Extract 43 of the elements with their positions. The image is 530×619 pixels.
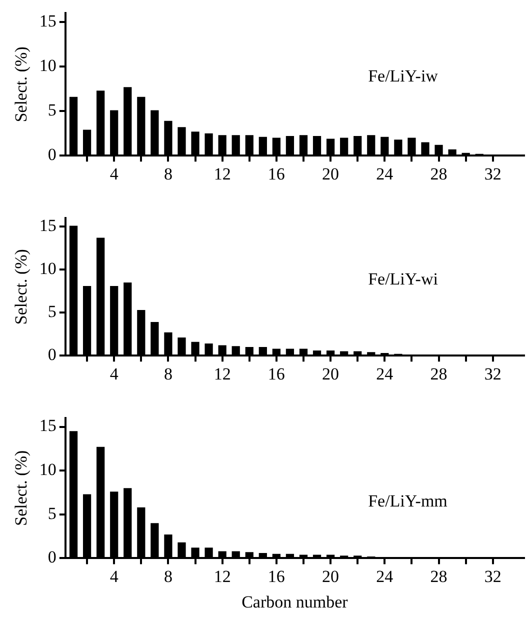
x-tick-label: 20 (322, 566, 340, 586)
x-tick-label: 8 (164, 164, 172, 184)
x-tick-label: 24 (376, 164, 394, 184)
x-tick-label: 4 (110, 164, 119, 184)
y-tick-label: 10 (39, 56, 56, 76)
x-tick-label: 32 (484, 566, 502, 586)
x-tick-label: 20 (322, 364, 340, 384)
y-tick-label: 15 (39, 216, 56, 236)
y-tick-label: 0 (48, 345, 56, 364)
x-tick-label: 28 (430, 364, 448, 384)
y-axis-title: Select. (%) (12, 450, 31, 526)
x-tick-label: 4 (110, 566, 119, 586)
x-tick-label: 32 (484, 364, 502, 384)
x-tick-label: 16 (268, 164, 285, 184)
y-tick-label: 5 (48, 504, 56, 523)
annotation: Fe/LiY-wi (368, 269, 438, 288)
x-tick-label: 16 (268, 364, 285, 384)
y-tick-label: 10 (39, 259, 56, 278)
x-tick-label: 24 (376, 566, 394, 586)
y-tick-label: 15 (39, 12, 56, 31)
x-tick-label: 24 (376, 364, 394, 384)
x-tick-label: 8 (164, 364, 172, 384)
y-axis-title: Select. (%) (12, 46, 31, 122)
x-tick-label: 8 (164, 566, 172, 586)
x-tick-label: 28 (430, 566, 448, 586)
y-tick-label: 15 (39, 416, 56, 436)
annotation: Fe/LiY-mm (368, 492, 448, 511)
x-tick-label: 32 (484, 164, 502, 184)
y-tick-label: 5 (48, 100, 56, 120)
x-tick-label: 12 (214, 364, 231, 384)
x-axis-title: Carbon number (242, 592, 348, 612)
y-tick-label: 10 (39, 460, 56, 480)
y-tick-label: 0 (48, 548, 56, 567)
y-tick-label: 5 (48, 302, 56, 322)
y-tick-label: 0 (48, 145, 56, 164)
x-tick-label: 20 (322, 164, 340, 184)
x-tick-label: 28 (430, 164, 448, 184)
x-tick-label: 12 (214, 566, 231, 586)
x-tick-label: 4 (110, 364, 119, 384)
x-tick-label: 12 (214, 164, 231, 184)
y-axis-title: Select. (%) (12, 249, 31, 325)
annotation: Fe/LiY-iw (368, 66, 439, 86)
x-tick-label: 16 (268, 566, 285, 586)
